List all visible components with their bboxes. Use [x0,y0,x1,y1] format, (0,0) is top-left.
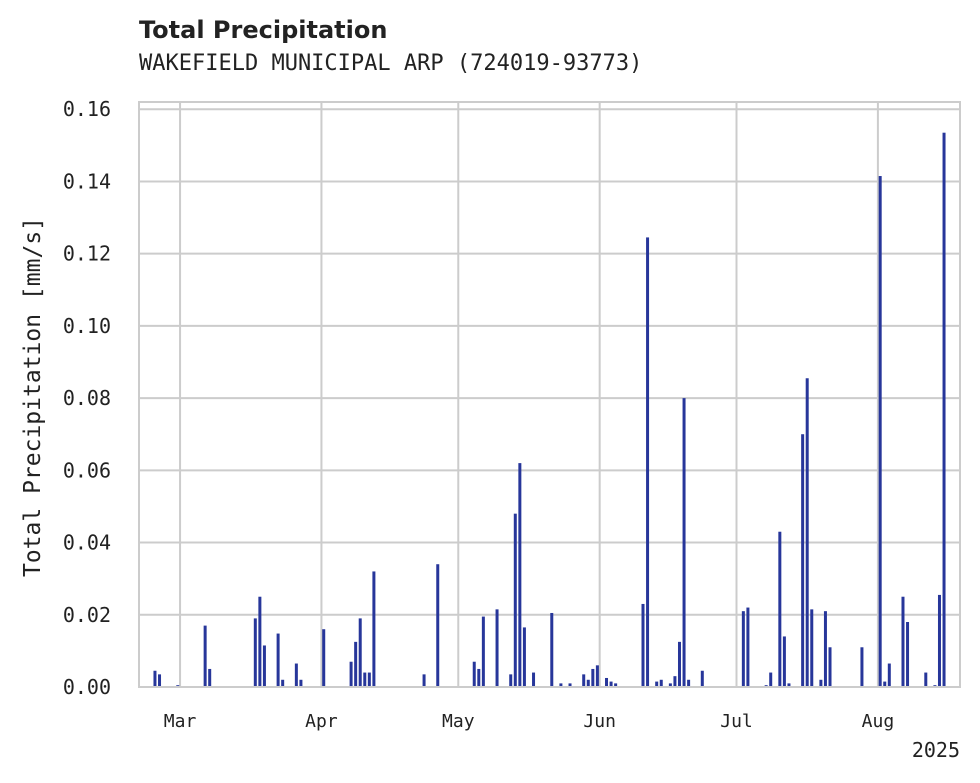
x-tick-label: Jun [583,711,616,732]
precip-bar [887,663,891,687]
precip-bar [518,463,522,687]
precip-bar [828,647,832,687]
y-tick-label: 0.00 [63,675,111,699]
precip-bar [668,683,672,687]
precip-bar [655,681,659,687]
grid-lines [139,102,960,688]
x-tick-labels: Mar Apr May Jun Jul Aug [164,711,894,732]
precip-bar [509,674,513,687]
precip-bar [787,683,791,687]
precip-bar [641,603,645,687]
precip-bar [769,672,773,687]
y-tick-label: 0.04 [63,531,111,555]
y-axis-label: Total Precipitation [mm/s] [20,217,46,577]
precip-bar [878,176,882,687]
x-axis-year-label: 2025 [912,738,960,762]
chart-title: Total Precipitation [139,16,388,44]
precip-bar [322,629,326,687]
precip-bar [942,132,946,687]
precip-bar [778,531,782,687]
precip-bar [358,618,362,687]
y-tick-label: 0.06 [63,458,111,482]
precip-bar [481,616,485,687]
precip-bar [203,625,207,687]
chart-subtitle: WAKEFIELD MUNICIPAL ARP (724019-93773) [139,51,643,76]
precip-bar [823,611,827,687]
y-tick-label: 0.14 [63,169,111,193]
precip-bar [436,564,440,687]
x-tick-label: Aug [862,711,895,732]
y-tick-label: 0.10 [63,314,111,338]
x-tick-label: May [442,711,475,732]
precip-bar [860,647,864,687]
plot-frame [138,101,961,688]
precip-bar [262,645,266,687]
y-tick-label: 0.02 [63,603,111,627]
precip-bar [513,513,517,687]
precip-bar [367,672,371,687]
precip-bar [522,627,526,687]
precip-bar [586,679,590,687]
precip-bar [582,674,586,687]
precip-bar [299,679,303,687]
precip-bar [276,633,280,687]
precip-bar [746,607,750,687]
precip-bar [682,398,686,687]
precip-bar [883,681,887,687]
precip-bar [609,681,613,687]
x-tick-label: Apr [305,711,338,732]
precip-bar [700,670,704,687]
precip-bar [595,665,599,687]
precip-bar [819,679,823,687]
y-tick-label: 0.16 [63,97,111,121]
precip-bar [687,679,691,687]
precip-bar [591,668,595,687]
precip-bar [258,596,262,687]
precip-bar [924,672,928,687]
precip-bar [294,663,298,687]
precip-bar [568,683,572,687]
precip-bar [281,679,285,687]
precip-bar [153,670,157,687]
precip-bar [605,677,609,687]
precip-bar [901,596,905,687]
precip-bar [559,683,563,687]
precip-bar [158,674,162,687]
precip-bar [208,668,212,687]
precip-bar [646,237,650,687]
precip-bar [659,679,663,687]
precip-bar [472,661,476,687]
precip-bar [495,609,499,687]
precip-bar [614,683,618,687]
precip-bar [422,674,426,687]
precip-bar [937,594,941,687]
bars [153,132,946,687]
precip-bar [253,618,257,687]
precip-bar [363,672,367,687]
precip-bar [372,571,376,687]
precip-bar [354,641,358,687]
precip-bar [805,378,809,687]
precip-bar [532,672,536,687]
x-tick-label: Jul [720,711,753,732]
precip-bar [906,622,910,687]
precip-bar [782,636,786,687]
precip-bar [673,676,677,687]
precip-bar [810,609,814,687]
y-tick-label: 0.12 [63,242,111,266]
precip-bar [677,641,681,687]
x-tick-label: Mar [164,711,197,732]
y-tick-label: 0.08 [63,386,111,410]
precip-bar [550,612,554,687]
precip-bar [741,611,745,687]
precip-bar [477,668,481,687]
y-tick-labels: 0.00 0.02 0.04 0.06 0.08 0.10 0.12 0.14 0.16 [63,97,111,699]
precip-bar [801,434,805,687]
precip-bar [349,661,353,687]
